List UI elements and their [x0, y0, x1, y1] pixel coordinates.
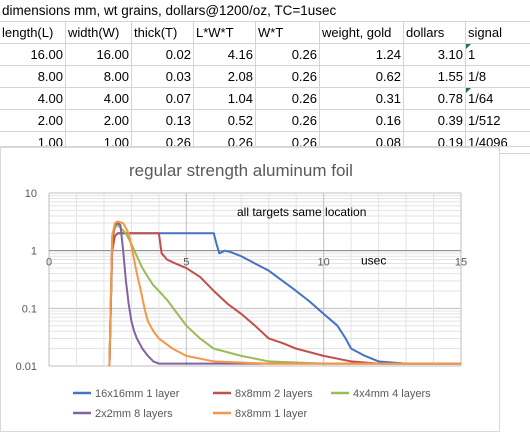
- header-cell-length[interactable]: length(L): [0, 22, 66, 44]
- cell-thick[interactable]: 0.07: [132, 88, 194, 110]
- legend-entry[interactable]: 8x8mm 2 layers: [235, 388, 313, 400]
- cell-weight[interactable]: 1.24: [320, 44, 404, 66]
- header-cell-thick[interactable]: thick(T): [132, 22, 194, 44]
- cell-weight[interactable]: 0.62: [320, 66, 404, 88]
- series-line[interactable]: [108, 222, 461, 367]
- cell-lwt[interactable]: 1.04: [194, 88, 256, 110]
- header-cell-dollars[interactable]: dollars: [404, 22, 466, 44]
- cell-thick[interactable]: 0.13: [132, 110, 194, 132]
- header-cell-lwt[interactable]: L*W*T: [194, 22, 256, 44]
- cell-signal[interactable]: 1: [466, 44, 530, 66]
- error-indicator-icon: [466, 88, 471, 93]
- cell-lwt[interactable]: 4.16: [194, 44, 256, 66]
- empty-row[interactable]: [0, 132, 530, 147]
- cell-wt[interactable]: 0.26: [256, 88, 320, 110]
- cell-lwt[interactable]: 2.08: [194, 66, 256, 88]
- legend-entry[interactable]: 2x2mm 8 layers: [95, 408, 173, 420]
- series-line[interactable]: [108, 232, 461, 367]
- cell-thick[interactable]: 0.02: [132, 44, 194, 66]
- cell-thick[interactable]: 0.03: [132, 66, 194, 88]
- cell-wt[interactable]: 0.26: [256, 110, 320, 132]
- header-row: length(L) width(W) thick(T) L*W*T W*T we…: [0, 22, 530, 44]
- cell-dollars[interactable]: 3.10: [404, 44, 466, 66]
- cell-weight[interactable]: 0.16: [320, 110, 404, 132]
- error-indicator-icon: [466, 44, 471, 49]
- x-tick-label: 10: [318, 257, 330, 269]
- table-row: 8.00 8.00 0.03 2.08 0.26 0.62 1.55 1/8: [0, 66, 530, 88]
- series-line[interactable]: [108, 223, 461, 367]
- cell-width[interactable]: 8.00: [66, 66, 132, 88]
- sheet-title-cell[interactable]: dimensions mm, wt grains, dollars@1200/o…: [0, 0, 530, 22]
- legend-entry[interactable]: 4x4mm 4 layers: [353, 388, 431, 400]
- x-tick-label: 0: [46, 257, 52, 269]
- sheet-title: dimensions mm, wt grains, dollars@1200/o…: [2, 3, 337, 18]
- cell-weight[interactable]: 0.31: [320, 88, 404, 110]
- table-row: 2.00 2.00 0.13 0.52 0.26 0.16 0.39 1/512: [0, 110, 530, 132]
- y-tick-label: 0.01: [16, 361, 37, 373]
- x-axis-title: usec: [361, 254, 386, 268]
- table-row: 16.00 16.00 0.02 4.16 0.26 1.24 3.10 1: [0, 44, 530, 66]
- cell-length[interactable]: 16.00: [0, 44, 66, 66]
- title-row: dimensions mm, wt grains, dollars@1200/o…: [0, 0, 530, 22]
- y-tick-label: 1: [31, 246, 37, 258]
- cell-length[interactable]: 2.00: [0, 110, 66, 132]
- cell-width[interactable]: 4.00: [66, 88, 132, 110]
- y-tick-label: 10: [25, 188, 37, 200]
- cell-wt[interactable]: 0.26: [256, 44, 320, 66]
- cell-width[interactable]: 16.00: [66, 44, 132, 66]
- cell-signal[interactable]: 1/8: [466, 66, 530, 88]
- cell-dollars[interactable]: 0.78: [404, 88, 466, 110]
- legend-entry[interactable]: 16x16mm 1 layer: [95, 388, 180, 400]
- y-tick-label: 0.1: [22, 303, 37, 315]
- cell-length[interactable]: 8.00: [0, 66, 66, 88]
- chart-title: regular strength aluminum foil: [129, 161, 353, 180]
- cell-signal[interactable]: 1/64: [466, 88, 530, 110]
- x-tick-label: 5: [183, 257, 189, 269]
- cell-signal[interactable]: 1/512: [466, 110, 530, 132]
- chart-annotation: all targets same location: [237, 205, 366, 219]
- cell-length[interactable]: 4.00: [0, 88, 66, 110]
- table-row: 4.00 4.00 0.07 1.04 0.26 0.31 0.78 1/64: [0, 88, 530, 110]
- cell-lwt[interactable]: 0.52: [194, 110, 256, 132]
- cell-dollars[interactable]: 0.39: [404, 110, 466, 132]
- cell-wt[interactable]: 0.26: [256, 66, 320, 88]
- x-tick-label: 15: [455, 257, 467, 269]
- series-line[interactable]: [108, 220, 461, 367]
- line-chart: regular strength aluminum foil 10 1 0.1 0.01…: [16, 161, 468, 420]
- header-cell-weight[interactable]: weight, gold: [320, 22, 404, 44]
- cell-width[interactable]: 2.00: [66, 110, 132, 132]
- header-cell-signal[interactable]: signal: [466, 22, 530, 44]
- header-cell-width[interactable]: width(W): [66, 22, 132, 44]
- legend-entry[interactable]: 8x8mm 1 layer: [235, 408, 307, 420]
- chart-container[interactable]: regular strength aluminum foil 10 1 0.1 0.01…: [0, 147, 500, 432]
- cell-dollars[interactable]: 1.55: [404, 66, 466, 88]
- header-cell-wt[interactable]: W*T: [256, 22, 320, 44]
